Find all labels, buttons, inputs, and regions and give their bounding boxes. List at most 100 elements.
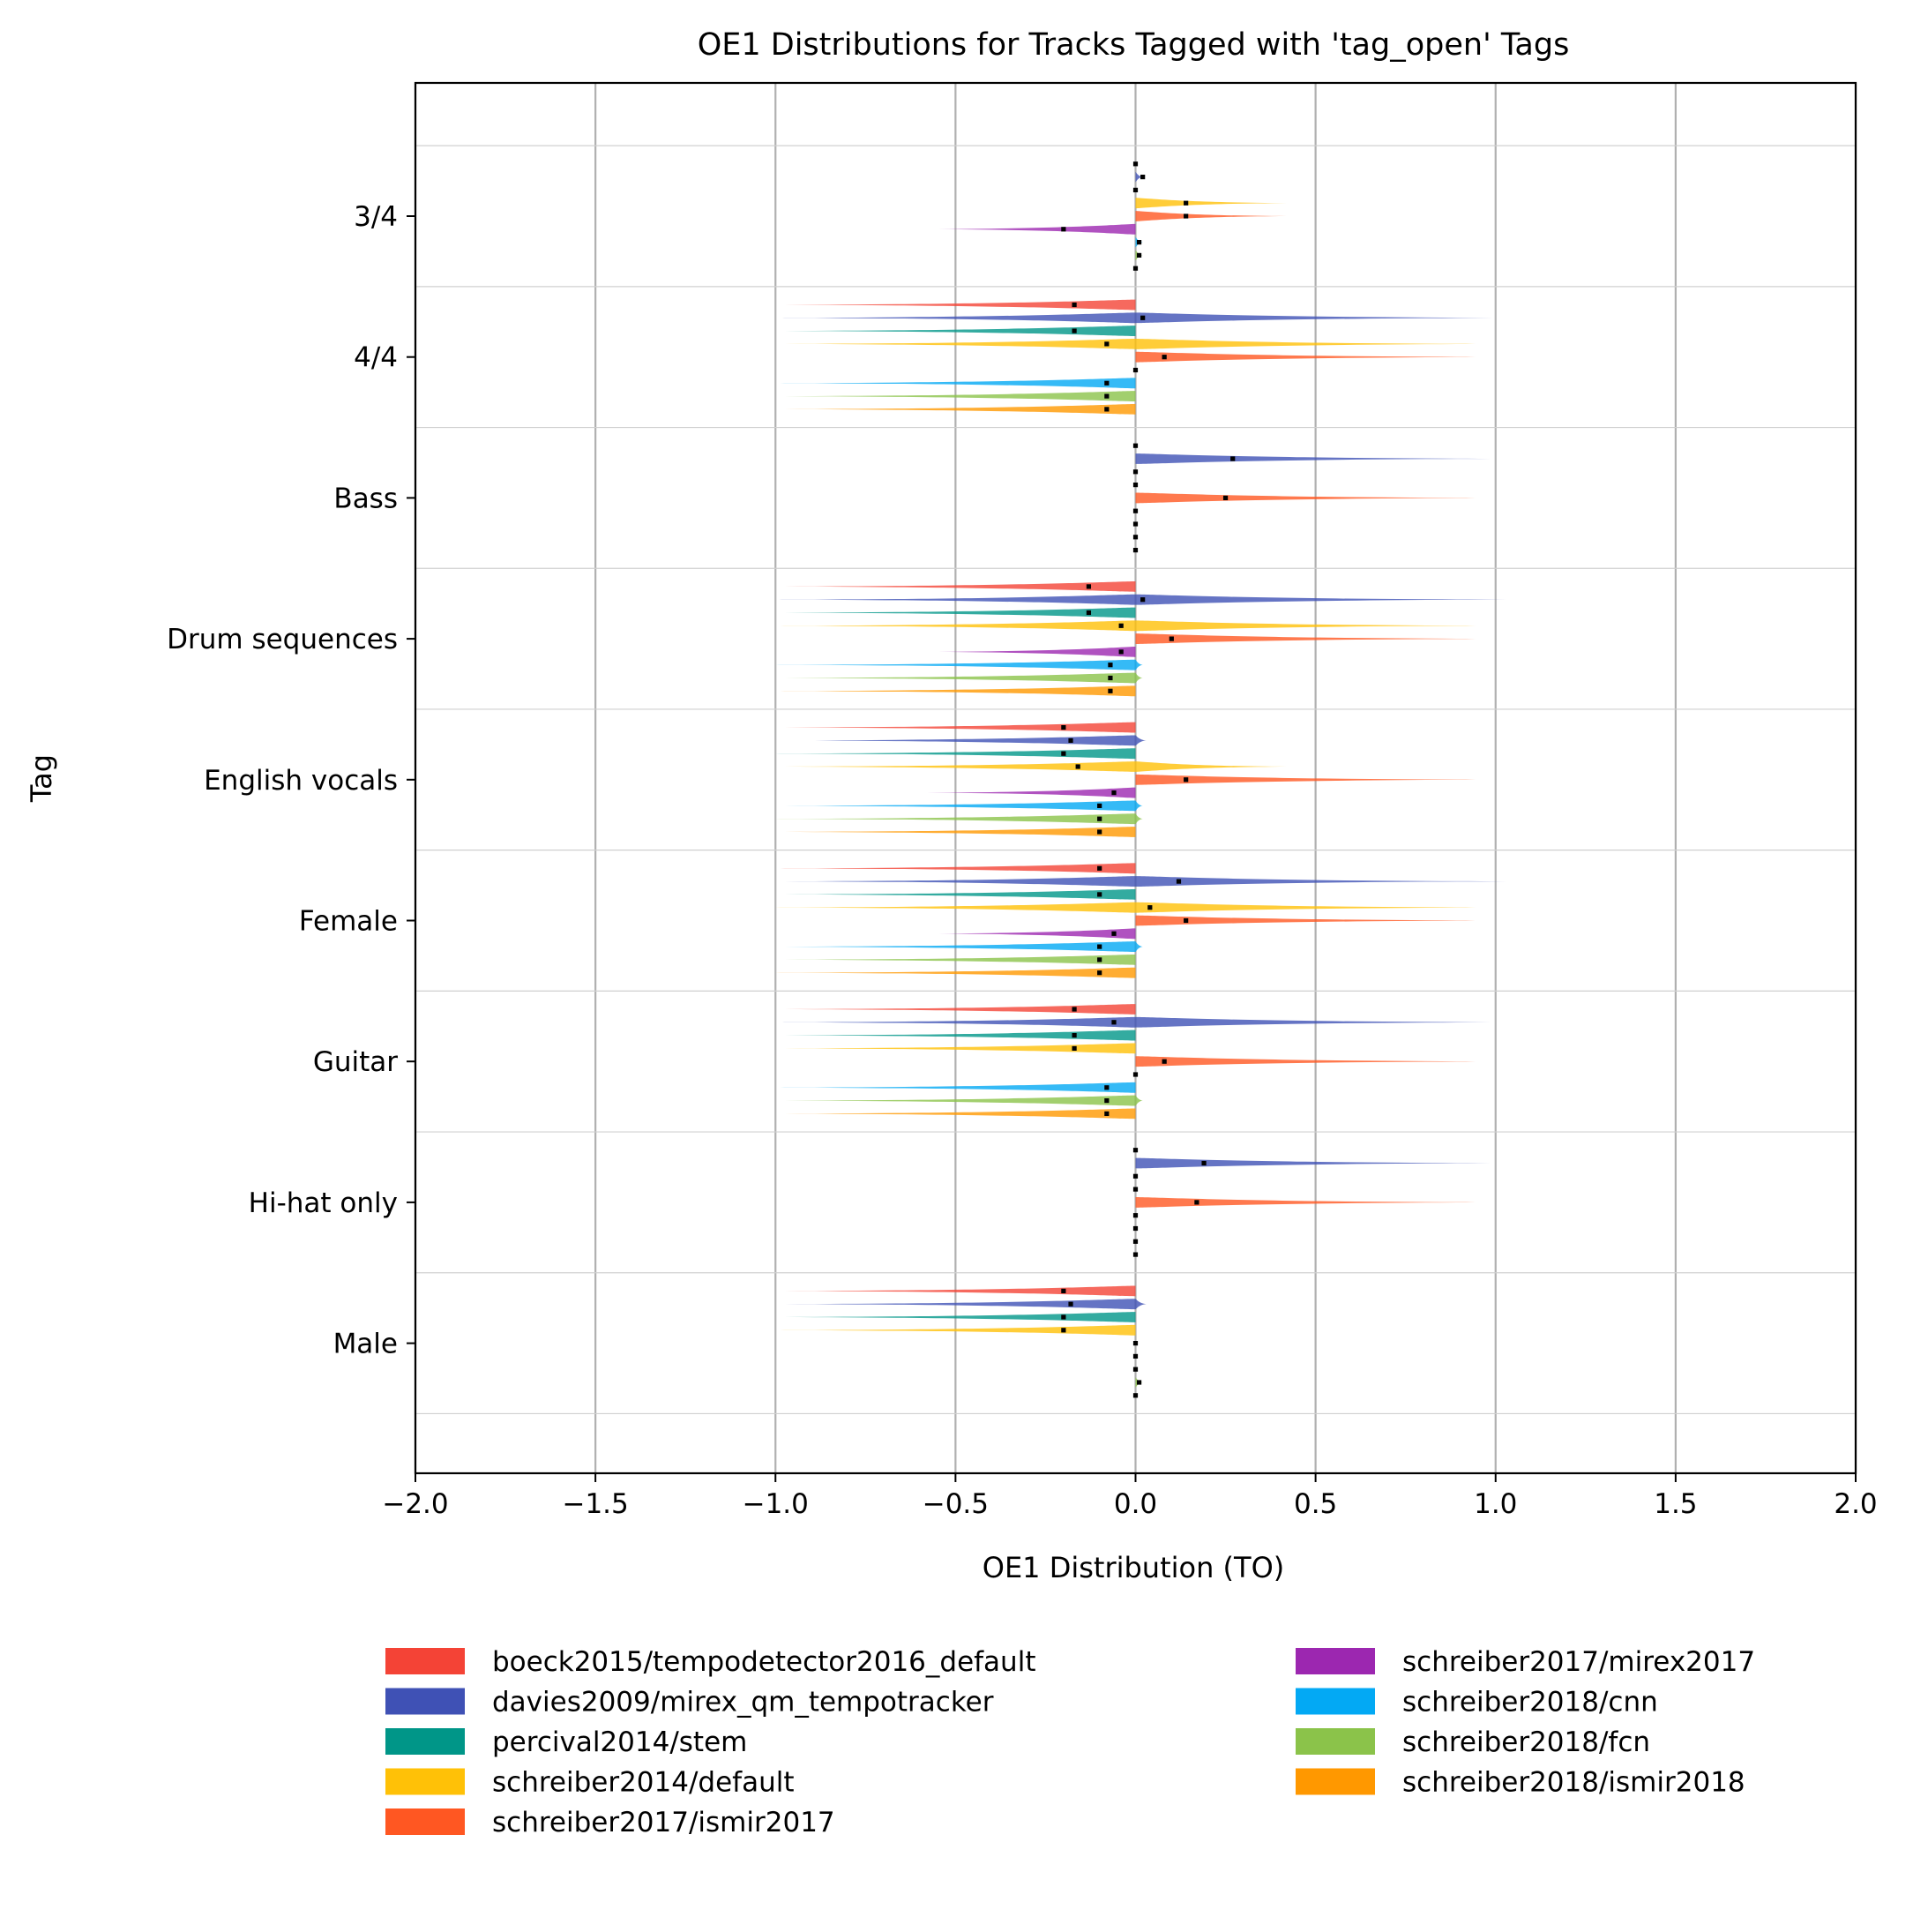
violin-7-5 xyxy=(775,954,1136,965)
mean-marker-0-6 xyxy=(1072,1007,1077,1012)
mean-marker-1-5 xyxy=(1176,879,1182,884)
mean-marker-3-1 xyxy=(1104,341,1110,347)
violin-6-5 xyxy=(775,941,1143,953)
mean-marker-5-0 xyxy=(1061,227,1066,232)
mean-marker-5-7 xyxy=(1132,1213,1139,1218)
legend-swatch xyxy=(1296,1768,1375,1795)
violin-4-0 xyxy=(1135,211,1287,221)
mean-marker-8-1 xyxy=(1104,407,1110,412)
mean-marker-7-8 xyxy=(1136,1380,1142,1385)
mean-marker-1-2 xyxy=(1230,456,1236,461)
mean-marker-7-2 xyxy=(1132,535,1139,540)
violin-4-6 xyxy=(1135,1056,1496,1067)
violin-1-7 xyxy=(1135,1157,1503,1169)
mean-marker-7-1 xyxy=(1104,393,1110,399)
legend-label: percival2014/stem xyxy=(492,1726,747,1758)
violin-2-4 xyxy=(775,748,1136,760)
violin-0-4 xyxy=(775,722,1136,733)
mean-marker-2-0 xyxy=(1132,187,1139,192)
violin-5-4 xyxy=(926,787,1136,798)
violin-3-3 xyxy=(775,620,1496,632)
y-tick-label: Drum sequences xyxy=(167,624,398,655)
mean-marker-2-7 xyxy=(1132,1173,1139,1179)
legend: boeck2015/tempodetector2016_defaultdavie… xyxy=(385,1646,1755,1838)
violin-1-5 xyxy=(779,876,1506,887)
mean-marker-0-2 xyxy=(1132,443,1139,448)
mean-marker-6-0 xyxy=(1136,240,1142,245)
mean-marker-8-6 xyxy=(1104,1111,1110,1116)
violin-4-5 xyxy=(1135,915,1496,926)
mean-marker-4-5 xyxy=(1184,917,1189,924)
mean-marker-8-4 xyxy=(1097,829,1102,835)
violin-2-1 xyxy=(775,326,1136,337)
mean-marker-3-7 xyxy=(1132,1187,1139,1192)
violin-7-4 xyxy=(775,813,1143,825)
legend-swatch xyxy=(385,1688,465,1715)
violin-4-4 xyxy=(1135,774,1496,785)
violin-8-5 xyxy=(775,967,1136,978)
violin-8-1 xyxy=(775,403,1136,415)
legend-label: davies2009/mirex_qm_tempotracker xyxy=(492,1687,994,1719)
y-tick-label: Male xyxy=(333,1329,398,1360)
x-tick-label: −1.0 xyxy=(743,1488,809,1520)
mean-marker-7-6 xyxy=(1104,1098,1110,1104)
violin-6-1 xyxy=(775,378,1136,389)
y-tick-label: Female xyxy=(299,906,398,938)
violin-plot-area xyxy=(775,161,1506,1398)
mean-marker-6-2 xyxy=(1132,521,1139,527)
mean-marker-7-5 xyxy=(1097,957,1102,962)
mean-marker-2-6 xyxy=(1072,1033,1077,1038)
y-tick-label: Guitar xyxy=(313,1046,398,1078)
mean-marker-5-8 xyxy=(1132,1353,1139,1359)
mean-marker-1-6 xyxy=(1111,1020,1117,1025)
mean-marker-3-5 xyxy=(1147,905,1153,910)
legend-swatch xyxy=(1296,1648,1375,1674)
legend-label: schreiber2018/cnn xyxy=(1402,1687,1658,1719)
mean-marker-8-5 xyxy=(1097,970,1102,976)
violin-1-8 xyxy=(782,1299,1147,1310)
mean-marker-4-7 xyxy=(1194,1200,1199,1205)
mean-marker-2-1 xyxy=(1072,328,1077,333)
x-tick-label: −2.0 xyxy=(382,1488,448,1520)
violin-0-3 xyxy=(775,580,1136,592)
mean-marker-7-3 xyxy=(1108,675,1113,681)
violin-1-4 xyxy=(779,735,1147,746)
violin-2-3 xyxy=(775,607,1136,618)
mean-marker-4-0 xyxy=(1184,213,1189,219)
violin-7-6 xyxy=(775,1095,1143,1106)
legend-label: boeck2015/tempodetector2016_default xyxy=(492,1646,1035,1678)
mean-marker-4-8 xyxy=(1132,1341,1139,1346)
mean-marker-5-2 xyxy=(1132,508,1139,513)
mean-marker-0-0 xyxy=(1132,161,1139,167)
legend-swatch xyxy=(385,1768,465,1795)
mean-marker-2-2 xyxy=(1132,469,1139,475)
violin-5-5 xyxy=(926,928,1136,940)
violin-4-3 xyxy=(1135,633,1496,645)
y-tick-label: 3/4 xyxy=(354,201,398,233)
mean-marker-5-5 xyxy=(1111,931,1117,936)
y-tick-label: 4/4 xyxy=(354,342,398,374)
mean-marker-8-0 xyxy=(1132,266,1139,271)
mean-marker-6-8 xyxy=(1132,1367,1139,1372)
legend-label: schreiber2017/mirex2017 xyxy=(1402,1646,1755,1678)
violin-3-0 xyxy=(1135,198,1287,209)
mean-marker-2-5 xyxy=(1097,892,1102,897)
mean-marker-1-4 xyxy=(1068,738,1073,743)
x-axis-label: OE1 Distribution (TO) xyxy=(983,1551,1285,1584)
x-tick-label: 1.0 xyxy=(1474,1488,1517,1520)
violin-1-0 xyxy=(1135,171,1143,183)
violin-6-6 xyxy=(775,1082,1136,1093)
violin-0-1 xyxy=(775,299,1136,311)
mean-marker-5-1 xyxy=(1132,367,1139,373)
legend-label: schreiber2017/ismir2017 xyxy=(492,1807,835,1838)
violin-1-2 xyxy=(1135,453,1503,464)
mean-marker-1-1 xyxy=(1140,315,1146,320)
violin-2-5 xyxy=(775,888,1136,900)
violin-6-3 xyxy=(775,659,1143,670)
violin-8-6 xyxy=(775,1108,1136,1120)
mean-marker-0-3 xyxy=(1086,584,1092,589)
violin-4-1 xyxy=(1135,351,1496,363)
chart-title: OE1 Distributions for Tracks Tagged with… xyxy=(698,27,1570,63)
violin-3-1 xyxy=(775,338,1496,349)
